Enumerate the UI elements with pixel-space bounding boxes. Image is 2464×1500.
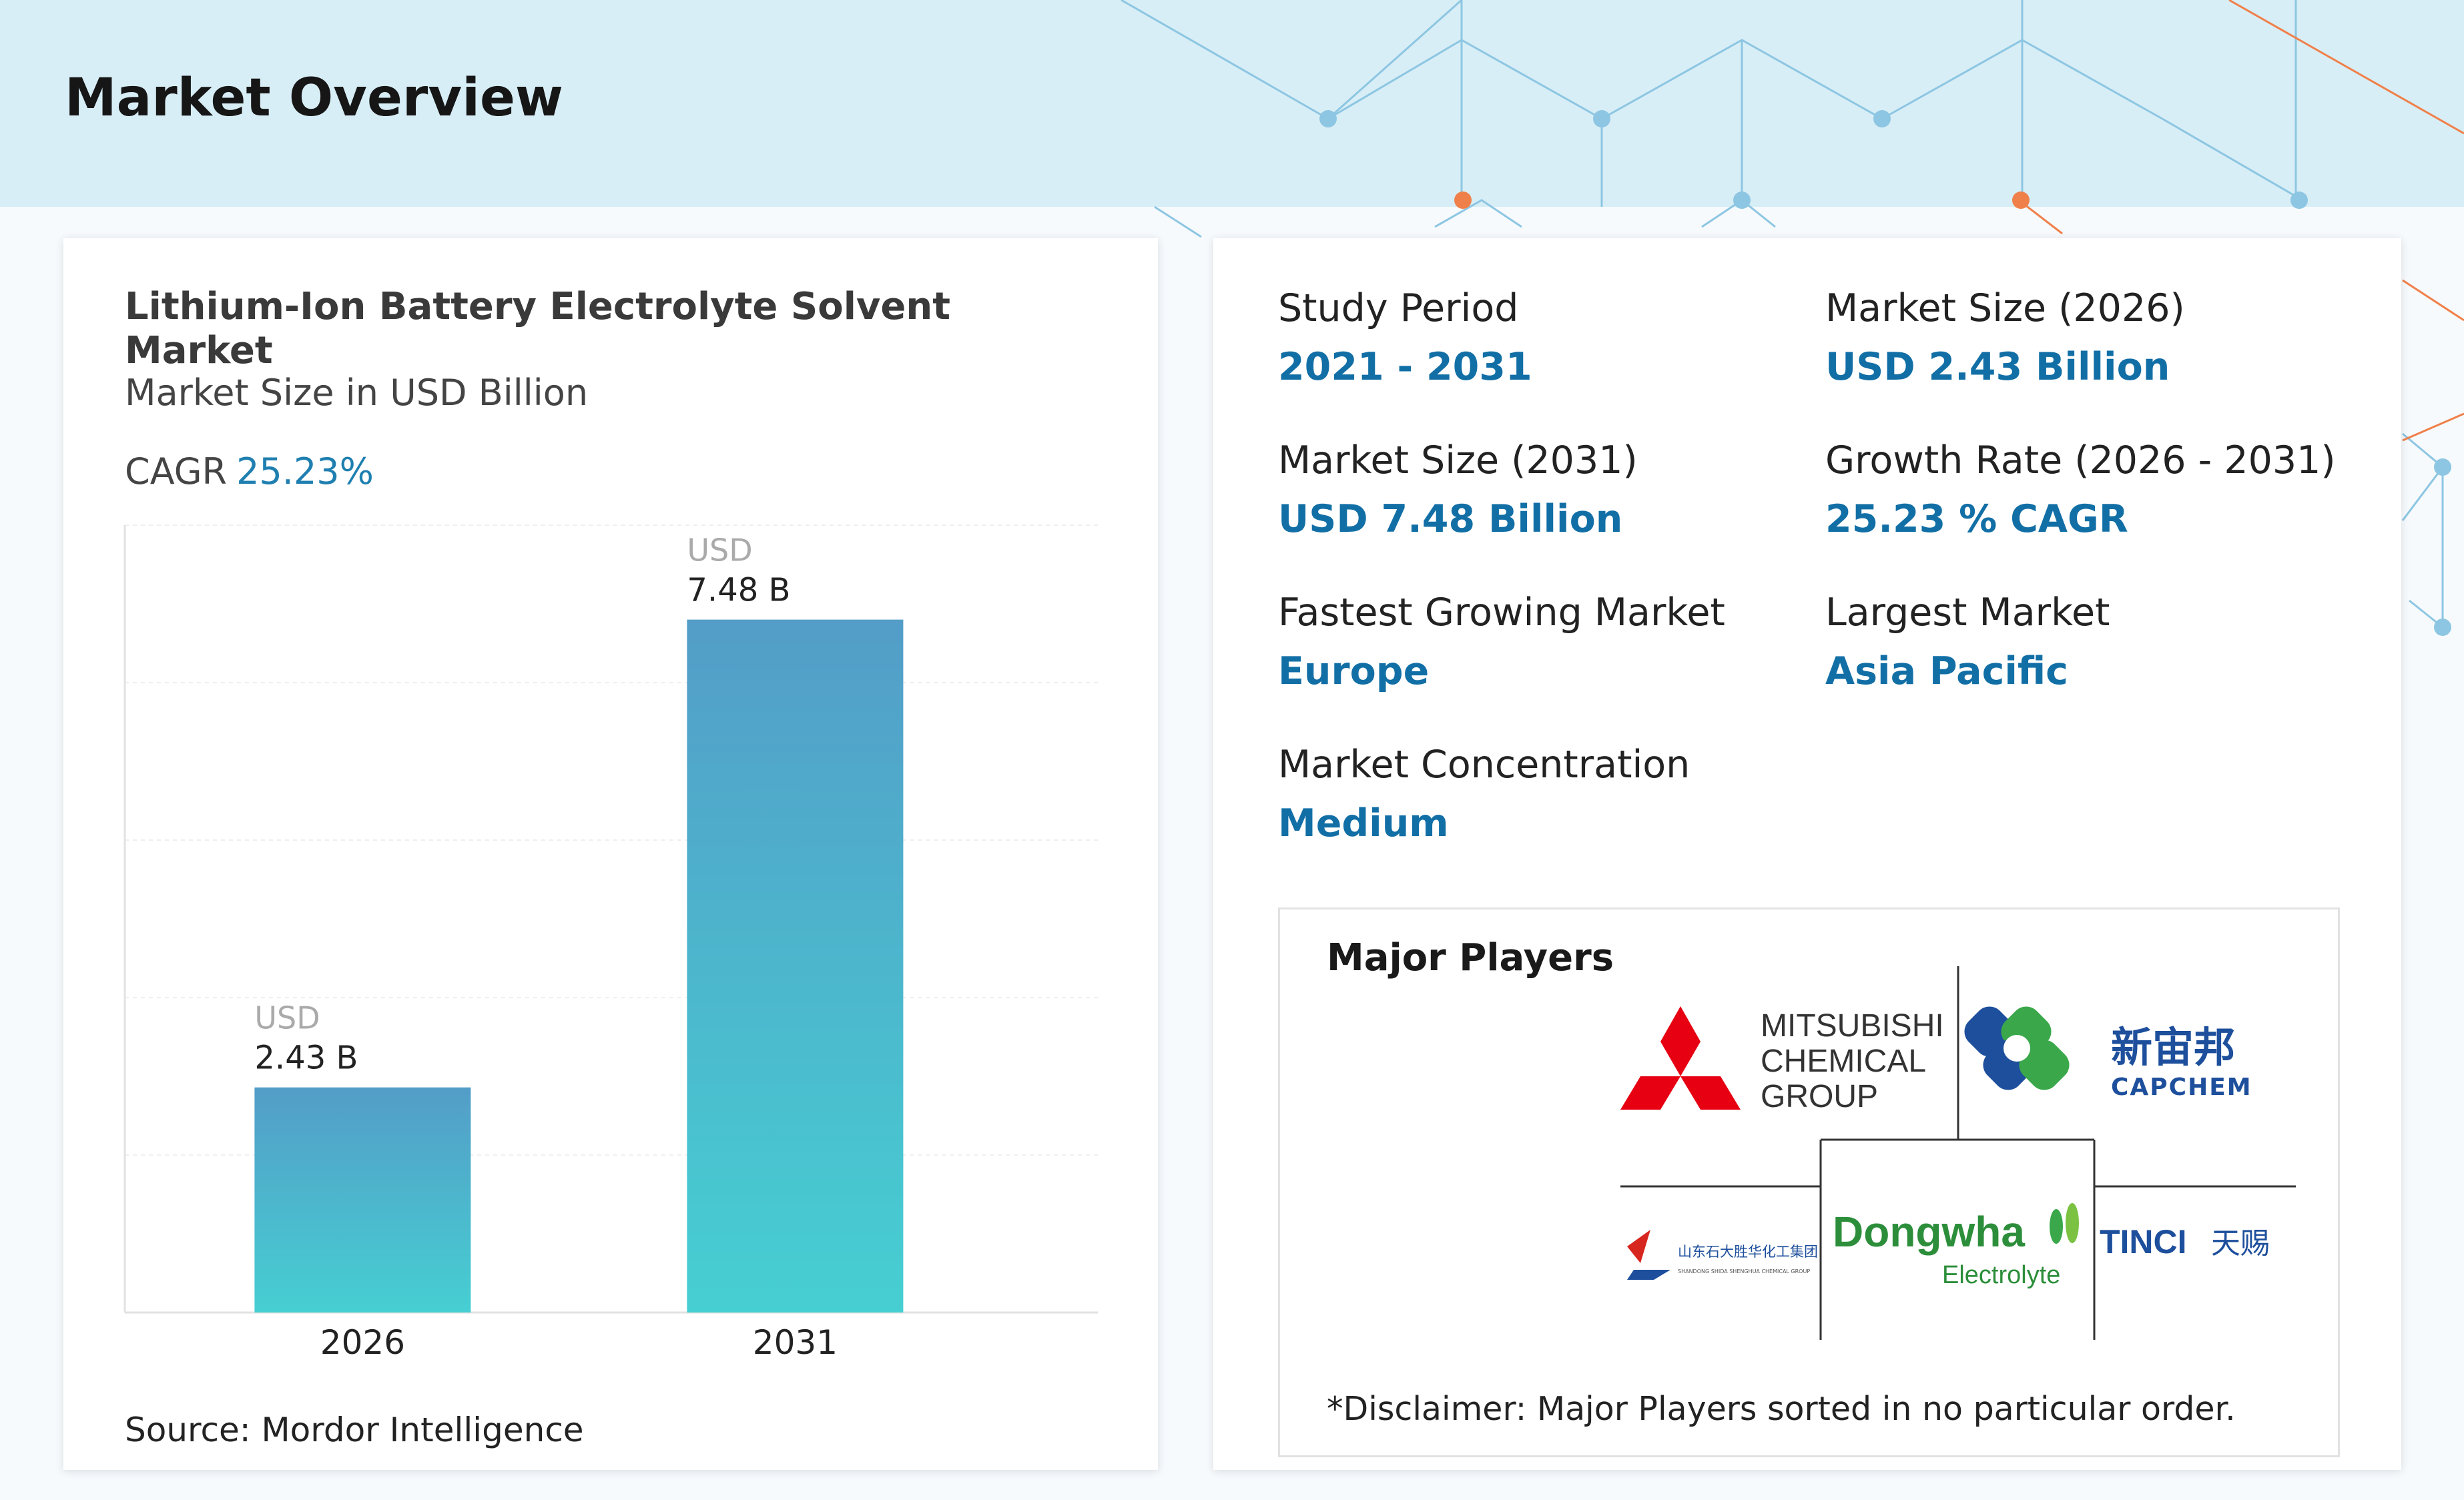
data-label-unit-2026: USD <box>254 1000 320 1036</box>
header-banner <box>0 0 2464 207</box>
stat-largest-market: Largest Market Asia Pacific <box>1825 591 2110 693</box>
mitsubishi-line-1: MITSUBISHI <box>1761 1008 1944 1044</box>
chart-card: Lithium-Ion Battery Electrolyte Solvent … <box>63 238 1158 1470</box>
stat-label: Study Period <box>1278 286 1519 330</box>
stat-label: Fastest Growing Market <box>1278 591 1725 635</box>
dongwha-sub: Electrolyte <box>1942 1261 2060 1289</box>
stat-value: Medium <box>1278 801 1449 845</box>
stat-value: Europe <box>1278 649 1430 693</box>
shida-shenghua-logo: 山东石大胜华化工集团 SHANDONG SHIDA SHENGHUA CHEMI… <box>1627 1230 1818 1280</box>
stat-value: Asia Pacific <box>1825 649 2068 693</box>
stat-fastest-growing: Fastest Growing Market Europe <box>1278 591 1725 693</box>
stat-value: USD 2.43 Billion <box>1825 345 2170 389</box>
data-label-unit-2031: USD <box>687 532 752 569</box>
x-tick-label-2031: 2031 <box>753 1323 838 1362</box>
cagr-value: 25.23% <box>236 450 374 492</box>
stat-label: Market Size (2031) <box>1278 438 1638 482</box>
mitsubishi-line-2: CHEMICAL <box>1761 1044 1926 1079</box>
bar-2031 <box>687 619 904 1312</box>
stat-value: 25.23 % CAGR <box>1825 497 2128 541</box>
tinci-chinese: 天赐 <box>2211 1226 2270 1260</box>
stat-label: Market Concentration <box>1278 743 1690 787</box>
stats-card: Study Period 2021 - 2031 Market Size (20… <box>1213 238 2401 1470</box>
x-tick-label-2026: 2026 <box>320 1323 405 1362</box>
chart-title: Lithium-Ion Battery Electrolyte Solvent … <box>125 285 951 372</box>
capchem-chinese: 新宙邦 <box>2111 1023 2235 1072</box>
capchem-english: CAPCHEM <box>2111 1074 2252 1101</box>
stat-label: Largest Market <box>1825 591 2110 635</box>
stat-value: 2021 - 2031 <box>1278 345 1532 389</box>
network-decoration <box>1121 0 2464 636</box>
tinci-name: TINCI <box>2100 1223 2187 1260</box>
chart-subtitle: Market Size in USD Billion <box>125 372 589 414</box>
major-players-box: Major Players MITSUBISHI CHEMICAL <box>1278 907 2340 1457</box>
stat-label: Growth Rate (2026 - 2031) <box>1825 438 2336 482</box>
cagr-row: CAGR 25.23% <box>125 450 374 492</box>
stat-study-period: Study Period 2021 - 2031 <box>1278 286 1532 389</box>
stat-label: Market Size (2026) <box>1825 286 2185 330</box>
stat-growth-rate: Growth Rate (2026 - 2031) 25.23 % CAGR <box>1825 438 2336 541</box>
stat-market-size-2026: Market Size (2026) USD 2.43 Billion <box>1825 286 2185 389</box>
data-label-value-2026: 2.43 B <box>254 1040 358 1077</box>
dongwha-electrolyte-logo: Dongwha Electrolyte <box>1833 1203 2079 1289</box>
dongwha-name: Dongwha <box>1833 1208 2025 1256</box>
data-label-value-2031: 7.48 B <box>687 572 790 609</box>
stat-concentration: Market Concentration Medium <box>1278 743 1690 845</box>
bar-2026 <box>254 1087 471 1312</box>
players-logo-grid: MITSUBISHI CHEMICAL GROUP 新宙邦 CAPCHEM 山东… <box>1620 966 2296 1340</box>
chart-source: Source: Mordor Intelligence <box>125 1411 584 1449</box>
cagr-label: CAGR <box>125 450 228 492</box>
players-disclaimer: *Disclaimer: Major Players sorted in no … <box>1327 1390 2236 1428</box>
tinci-logo: TINCI 天赐 <box>2100 1223 2270 1260</box>
shida-english: SHANDONG SHIDA SHENGHUA CHEMICAL GROUP <box>1678 1268 1810 1274</box>
stat-value: USD 7.48 Billion <box>1278 497 1623 541</box>
mitsubishi-line-3: GROUP <box>1761 1079 1878 1114</box>
stat-market-size-2031: Market Size (2031) USD 7.48 Billion <box>1278 438 1638 541</box>
page-title: Market Overview <box>65 68 563 128</box>
capchem-logo: 新宙邦 CAPCHEM <box>1964 1006 2252 1101</box>
shida-chinese: 山东石大胜华化工集团 <box>1678 1244 1818 1260</box>
mitsubishi-chemical-logo: MITSUBISHI CHEMICAL GROUP <box>1620 1006 1944 1114</box>
players-title: Major Players <box>1327 936 1614 980</box>
